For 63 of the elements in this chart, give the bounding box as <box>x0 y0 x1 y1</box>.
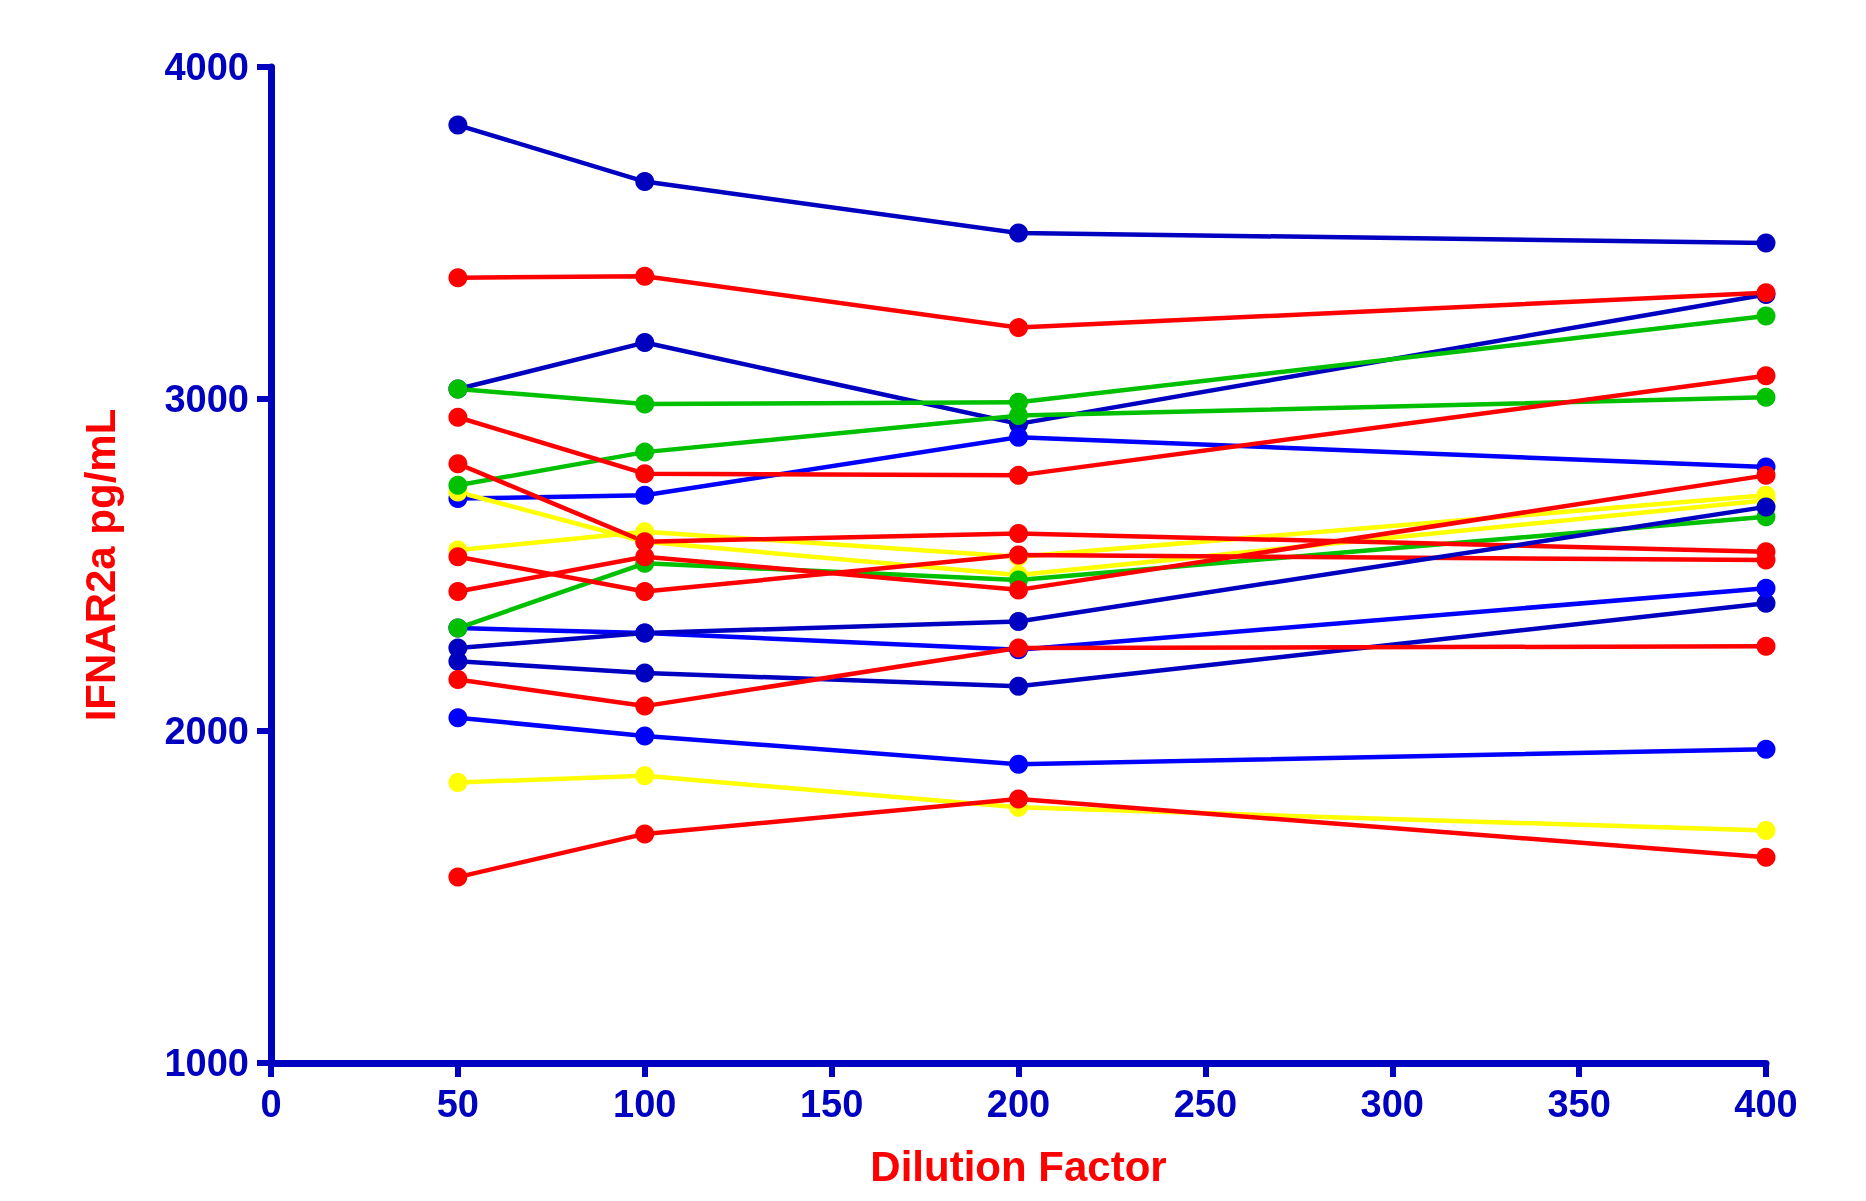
point <box>1756 739 1776 759</box>
point <box>1756 306 1776 326</box>
point <box>448 475 468 495</box>
y-tick-label: 3000 <box>164 378 249 420</box>
point <box>1009 223 1028 243</box>
point <box>448 547 468 567</box>
point <box>635 824 655 844</box>
point <box>1756 497 1776 517</box>
point <box>1009 676 1028 696</box>
x-tick-label: 150 <box>799 1083 864 1125</box>
point <box>448 582 468 602</box>
point <box>635 394 655 414</box>
point <box>1009 406 1028 426</box>
point <box>635 766 655 786</box>
point <box>448 115 468 135</box>
point <box>1009 580 1028 600</box>
point <box>448 867 468 887</box>
point <box>1756 847 1776 867</box>
y-tick-label: 4000 <box>164 46 249 88</box>
point <box>635 547 655 567</box>
x-tick-label: 300 <box>1360 1083 1424 1125</box>
point <box>635 266 655 286</box>
point <box>1756 366 1776 386</box>
x-tick-label: 200 <box>986 1083 1051 1125</box>
point <box>1756 465 1776 485</box>
point <box>448 407 468 427</box>
y-tick-label: 2000 <box>164 710 249 752</box>
point <box>635 485 655 505</box>
point <box>1009 789 1028 809</box>
x-axis-title: Dilution Factor <box>870 1142 1167 1190</box>
point <box>635 172 655 192</box>
point <box>448 670 468 690</box>
point <box>635 464 655 484</box>
point <box>448 772 468 792</box>
point <box>448 708 468 728</box>
point <box>1009 465 1028 485</box>
point <box>1756 821 1776 841</box>
point <box>1009 427 1028 447</box>
y-tick-label: 1000 <box>164 1042 249 1084</box>
point <box>635 582 655 602</box>
point <box>635 726 655 746</box>
x-tick-label: 100 <box>613 1083 677 1125</box>
point <box>635 442 655 462</box>
x-tick-label: 400 <box>1734 1083 1798 1125</box>
point <box>635 333 655 353</box>
point <box>635 663 655 683</box>
point <box>1009 611 1028 631</box>
x-tick-label: 0 <box>260 1083 282 1125</box>
point <box>448 268 468 288</box>
point <box>635 696 655 716</box>
point <box>448 638 468 658</box>
point <box>448 454 468 474</box>
x-tick-label: 250 <box>1173 1083 1238 1125</box>
point <box>1009 318 1028 338</box>
point <box>1756 387 1776 407</box>
point <box>1756 233 1776 253</box>
point <box>1009 523 1028 543</box>
y-axis-title: IFNAR2a pg/mL <box>76 408 124 722</box>
point <box>1756 636 1776 656</box>
x-tick-label: 50 <box>436 1083 480 1125</box>
point <box>1756 578 1776 598</box>
point <box>1009 754 1028 774</box>
x-tick-label: 350 <box>1547 1083 1611 1125</box>
